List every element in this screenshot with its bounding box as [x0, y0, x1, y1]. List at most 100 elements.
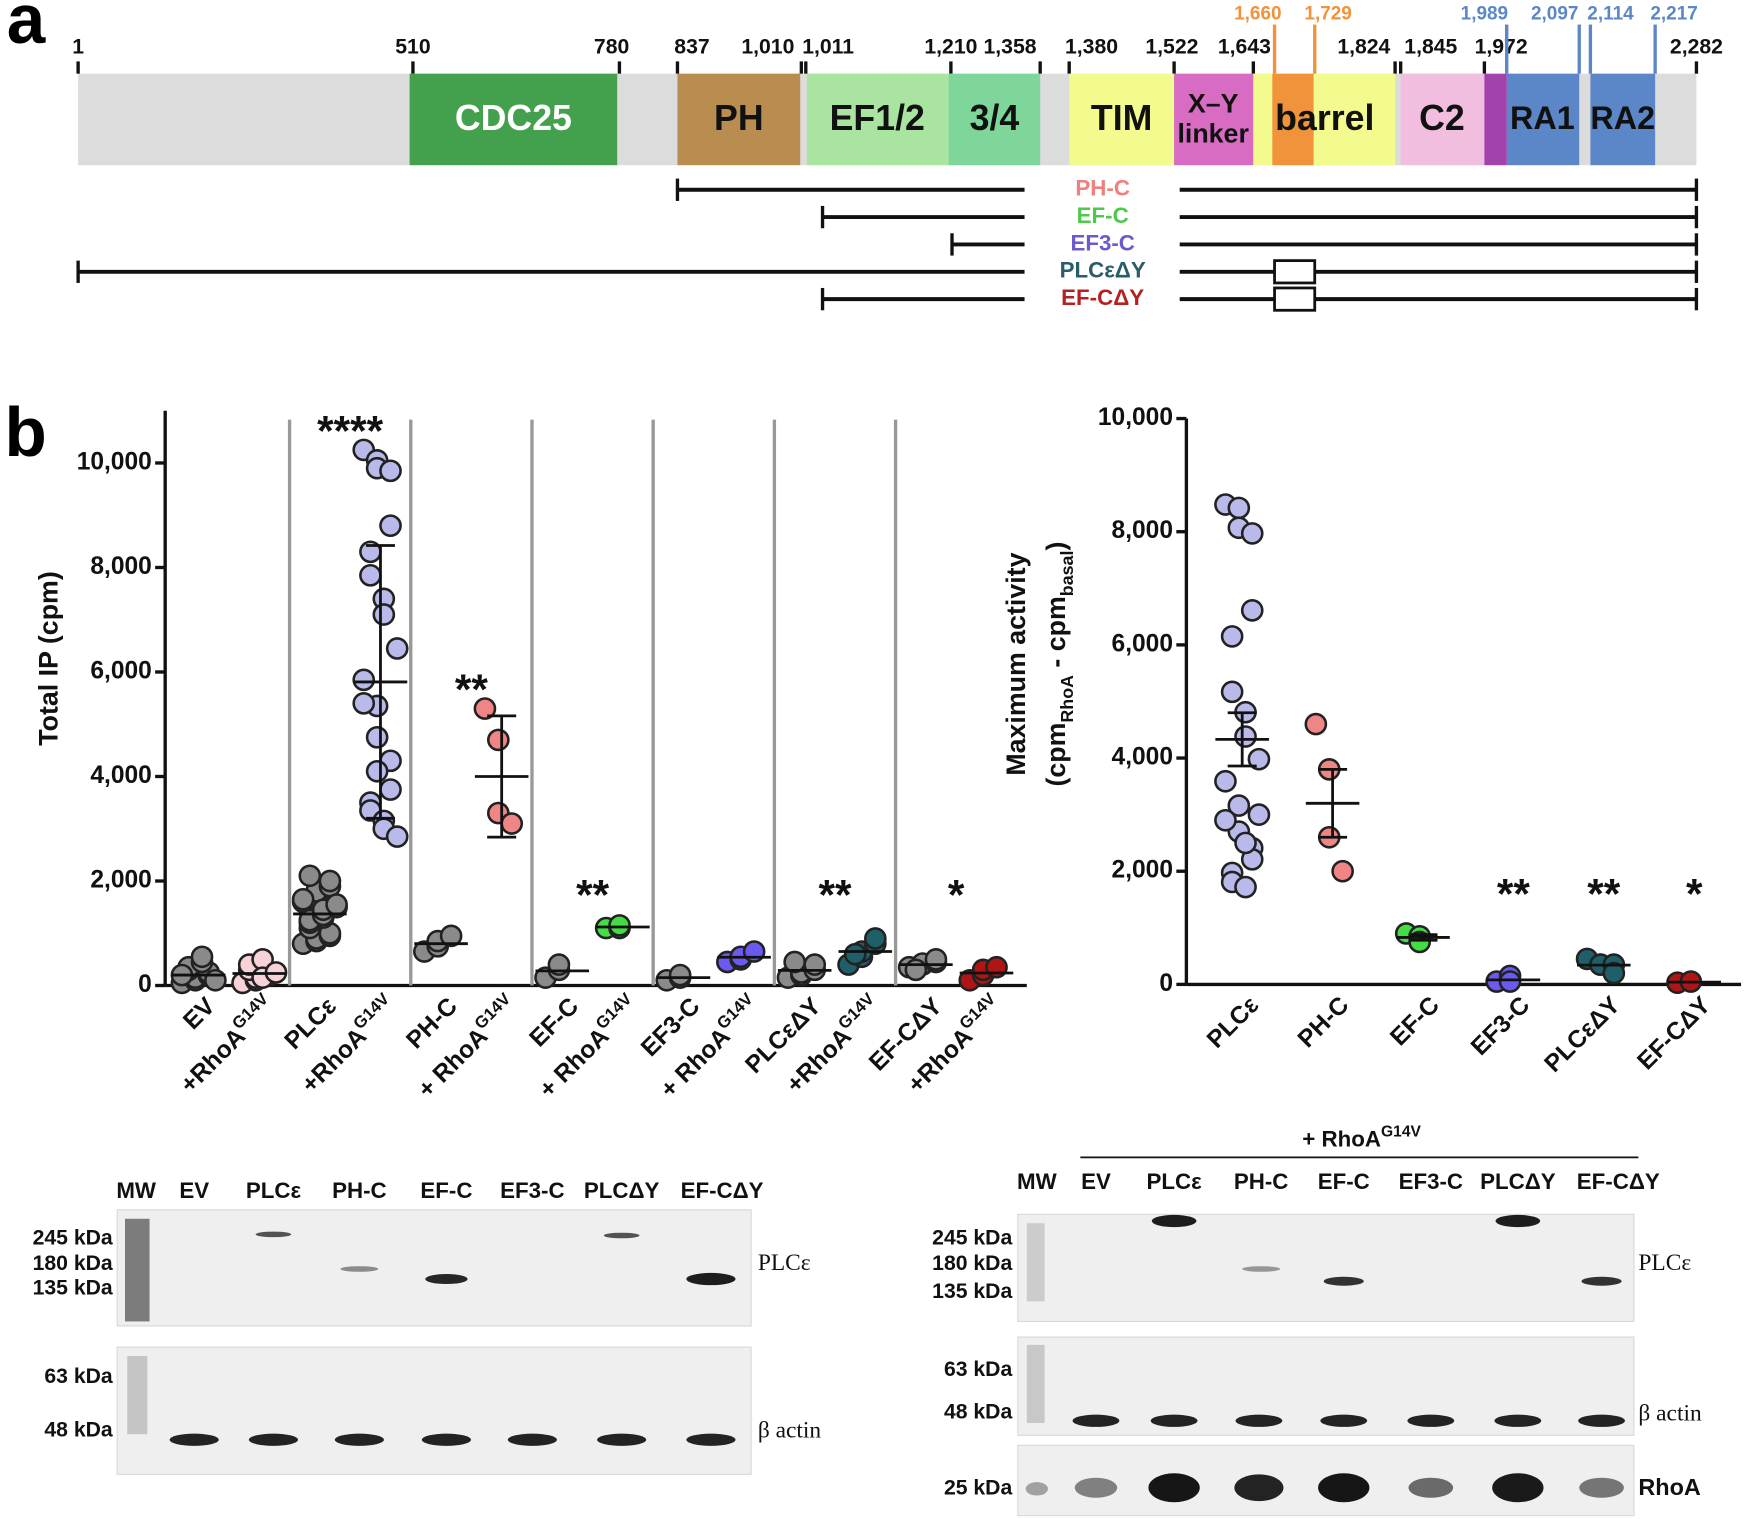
y-tick-label: 4,000	[90, 762, 151, 789]
data-point	[1227, 496, 1251, 520]
data-point	[1214, 808, 1237, 832]
y-tick-label: 2,000	[90, 866, 151, 893]
blot-header: + RhoAG14V	[1302, 1123, 1421, 1151]
error-bar	[365, 544, 395, 820]
data-point	[1247, 747, 1271, 771]
residue-label: 780	[594, 36, 629, 59]
residue-label: 1,729	[1304, 4, 1351, 25]
band	[1495, 1214, 1541, 1228]
marker-label: 180 kDa	[33, 1252, 113, 1275]
marker-label: 48 kDa	[944, 1401, 1013, 1424]
data-point	[385, 637, 409, 660]
band	[425, 1274, 468, 1285]
category-name: PLCε	[1202, 992, 1264, 1054]
domain-label: CDC25	[455, 98, 572, 138]
data-point	[1304, 712, 1328, 736]
data-point	[359, 563, 382, 587]
band	[686, 1272, 736, 1286]
domain	[677, 73, 801, 166]
data-point	[365, 759, 389, 783]
domain	[1590, 73, 1656, 166]
residue-label: 1,660	[1234, 4, 1281, 25]
band	[255, 1231, 292, 1238]
panel-label: b	[4, 393, 46, 471]
y-tick-label: 10,000	[77, 448, 152, 475]
residue-label: 2,114	[1587, 4, 1634, 25]
domain	[948, 73, 1041, 166]
band	[1578, 1414, 1625, 1427]
domain-label: C2	[1419, 98, 1465, 138]
error-bar	[1408, 933, 1438, 942]
residue-label: 1,845	[1404, 36, 1457, 59]
y-tick-label: 0	[138, 971, 152, 998]
data-point	[379, 459, 402, 483]
domain-label: RA1	[1510, 100, 1575, 136]
residue-label: 837	[674, 36, 709, 59]
domain	[1506, 73, 1580, 166]
marker-label: 48 kDa	[44, 1418, 113, 1441]
domain-label: linker	[1177, 119, 1249, 149]
data-point	[843, 942, 867, 966]
blot-panel	[116, 1346, 752, 1475]
x-tick-label: PLCε	[1202, 992, 1264, 1054]
data-point	[190, 945, 214, 969]
data-point	[924, 948, 948, 971]
construct-label: EF-C	[1077, 203, 1129, 228]
target-label: β actin	[758, 1417, 822, 1443]
residue-label: 1,210	[924, 36, 977, 59]
domain-label: barrel	[1275, 98, 1374, 138]
ladder	[1026, 1223, 1045, 1302]
lane-label: PLCΔY	[1480, 1169, 1556, 1194]
y-axis-label: Total IP (cpm)	[33, 571, 63, 746]
residue-label: 2,282	[1670, 36, 1723, 59]
domain-label: TIM	[1091, 98, 1152, 138]
construct-label: PLCεΔY	[1060, 258, 1146, 283]
data-point	[379, 778, 402, 801]
lane-label: EF3-C	[1399, 1169, 1463, 1194]
data-point	[500, 812, 524, 835]
data-point	[372, 603, 396, 626]
deletion-box	[1273, 259, 1317, 285]
category-name: EF3-C	[1466, 992, 1535, 1061]
domain	[409, 73, 618, 166]
domain	[806, 73, 949, 166]
y-tick-label: 6,000	[90, 657, 151, 684]
lane-label: MW	[116, 1178, 157, 1203]
domain-segment	[1272, 73, 1314, 166]
y-tick-label: 8,000	[90, 553, 151, 580]
data-point	[486, 728, 510, 752]
domain-label: EF1/2	[830, 98, 925, 138]
data-point	[864, 927, 887, 950]
data-point	[904, 958, 928, 982]
data-point	[1602, 961, 1626, 985]
category-name: PLCεΔY	[1540, 992, 1626, 1078]
y-axis-label-part: RhoA	[1057, 675, 1077, 723]
construct-label: EF-CΔY	[1061, 285, 1144, 310]
blot-panel	[1017, 1213, 1635, 1322]
band	[248, 1433, 298, 1446]
data-point	[1220, 680, 1244, 704]
target-label: PLCε	[758, 1250, 811, 1276]
lane-label: PLCΔY	[584, 1178, 660, 1203]
y-axis-label-part: basal	[1057, 551, 1077, 597]
lane-label: EV	[179, 1178, 209, 1203]
band	[1234, 1474, 1284, 1502]
y-axis-label-part: (cpm	[1041, 723, 1071, 787]
lane-label: PH-C	[332, 1178, 387, 1203]
band	[1323, 1276, 1364, 1286]
data-point	[1227, 794, 1251, 817]
data-point	[783, 950, 806, 974]
category-name: EF-C	[1386, 992, 1446, 1052]
lane-label: EF-CΔY	[681, 1178, 764, 1203]
x-tick-label: EF-C	[1386, 992, 1446, 1052]
data-point	[608, 914, 631, 937]
error-bar	[1227, 711, 1257, 768]
band	[1320, 1414, 1368, 1427]
target-label: β actin	[1638, 1401, 1702, 1427]
data-point	[1240, 522, 1264, 545]
category-superscript: G14V	[955, 989, 999, 1033]
band	[1581, 1276, 1622, 1286]
domain	[1400, 73, 1485, 166]
category-superscript: G14V	[713, 989, 757, 1033]
data-point	[379, 514, 402, 538]
